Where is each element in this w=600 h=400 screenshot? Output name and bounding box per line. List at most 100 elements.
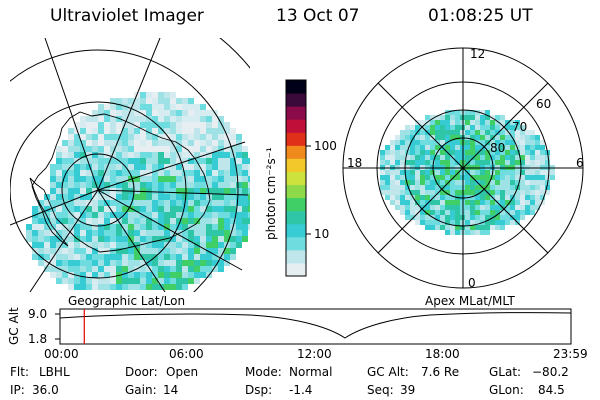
- image-pixel: [92, 158, 98, 164]
- image-pixel: [56, 230, 62, 236]
- image-pixel: [188, 164, 194, 170]
- image-pixel: [400, 175, 405, 180]
- image-pixel: [68, 188, 74, 194]
- image-pixel: [410, 125, 415, 130]
- image-pixel: [206, 236, 212, 242]
- image-pixel: [450, 190, 455, 195]
- image-pixel: [248, 206, 250, 212]
- image-pixel: [152, 116, 158, 122]
- image-pixel: [122, 170, 128, 176]
- image-pixel: [188, 188, 194, 194]
- image-pixel: [525, 160, 530, 165]
- image-pixel: [248, 212, 250, 218]
- image-pixel: [505, 145, 510, 150]
- image-pixel: [110, 146, 116, 152]
- image-pixel: [224, 200, 230, 206]
- image-pixel: [540, 200, 545, 205]
- image-pixel: [485, 125, 490, 130]
- image-pixel: [505, 195, 510, 200]
- image-pixel: [212, 206, 218, 212]
- image-pixel: [104, 278, 110, 284]
- image-pixel: [505, 155, 510, 160]
- image-pixel: [480, 205, 485, 210]
- image-pixel: [410, 205, 415, 210]
- image-pixel: [515, 210, 520, 215]
- image-pixel: [390, 195, 395, 200]
- image-pixel: [164, 140, 170, 146]
- image-pixel: [212, 116, 218, 122]
- image-pixel: [218, 140, 224, 146]
- image-pixel: [200, 134, 206, 140]
- image-pixel: [104, 116, 110, 122]
- image-pixel: [485, 185, 490, 190]
- image-pixel: [164, 266, 170, 272]
- image-pixel: [230, 164, 236, 170]
- image-pixel: [146, 206, 152, 212]
- image-pixel: [530, 205, 535, 210]
- image-pixel: [86, 170, 92, 176]
- image-pixel: [410, 215, 415, 220]
- image-pixel: [68, 212, 74, 218]
- image-pixel: [390, 180, 395, 185]
- image-pixel: [116, 284, 122, 290]
- image-pixel: [80, 260, 86, 266]
- image-pixel: [158, 272, 164, 278]
- image-pixel: [176, 272, 182, 278]
- image-pixel: [152, 98, 158, 104]
- image-pixel: [146, 158, 152, 164]
- image-pixel: [465, 175, 470, 180]
- image-pixel: [435, 195, 440, 200]
- image-pixel: [490, 215, 495, 220]
- image-pixel: [92, 254, 98, 260]
- image-pixel: [242, 158, 248, 164]
- image-pixel: [390, 185, 395, 190]
- image-pixel: [80, 182, 86, 188]
- colorbar-swatch: [286, 80, 306, 94]
- image-pixel: [530, 185, 535, 190]
- image-pixel: [170, 164, 176, 170]
- image-pixel: [475, 190, 480, 195]
- image-pixel: [490, 225, 495, 230]
- image-pixel: [520, 200, 525, 205]
- image-pixel: [206, 164, 212, 170]
- image-pixel: [520, 190, 525, 195]
- image-pixel: [535, 180, 540, 185]
- image-pixel: [158, 260, 164, 266]
- image-pixel: [164, 122, 170, 128]
- image-pixel: [146, 92, 152, 98]
- image-pixel: [194, 134, 200, 140]
- image-pixel: [450, 150, 455, 155]
- image-pixel: [385, 195, 390, 200]
- image-pixel: [194, 182, 200, 188]
- image-pixel: [170, 230, 176, 236]
- image-pixel: [510, 125, 515, 130]
- image-pixel: [425, 170, 430, 175]
- image-pixel: [98, 194, 104, 200]
- image-pixel: [455, 205, 460, 210]
- image-pixel: [68, 272, 74, 278]
- image-pixel: [242, 152, 248, 158]
- image-pixel: [500, 145, 505, 150]
- image-pixel: [515, 120, 520, 125]
- image-pixel: [50, 248, 56, 254]
- image-pixel: [68, 254, 74, 260]
- image-pixel: [218, 224, 224, 230]
- mlat-mlt-map: [342, 47, 584, 289]
- image-pixel: [475, 175, 480, 180]
- image-pixel: [188, 158, 194, 164]
- image-pixel: [440, 205, 445, 210]
- image-pixel: [530, 200, 535, 205]
- image-pixel: [425, 160, 430, 165]
- image-pixel: [212, 200, 218, 206]
- image-pixel: [230, 206, 236, 212]
- image-pixel: [164, 200, 170, 206]
- image-pixel: [170, 206, 176, 212]
- image-pixel: [415, 175, 420, 180]
- image-pixel: [206, 134, 212, 140]
- image-pixel: [194, 104, 200, 110]
- image-pixel: [170, 116, 176, 122]
- image-pixel: [56, 176, 62, 182]
- image-pixel: [134, 116, 140, 122]
- image-pixel: [98, 284, 104, 290]
- image-pixel: [410, 175, 415, 180]
